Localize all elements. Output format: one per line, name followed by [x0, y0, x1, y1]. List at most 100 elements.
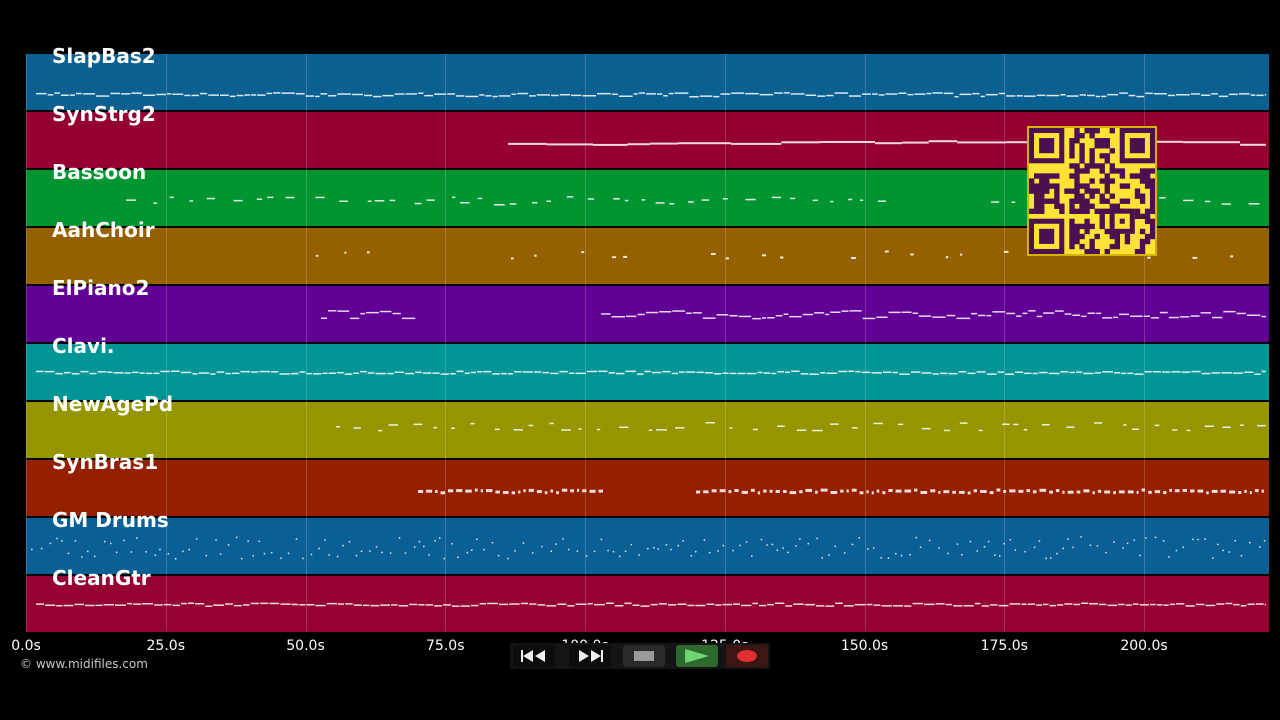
note [1057, 604, 1064, 606]
fast-forward-button[interactable] [569, 645, 611, 667]
record-button[interactable] [726, 645, 768, 667]
note [388, 424, 399, 426]
note [44, 370, 55, 373]
note [47, 94, 54, 96]
note [1201, 94, 1211, 96]
time-gridline [1144, 54, 1145, 631]
note [958, 371, 967, 373]
note [306, 604, 315, 606]
track-lane[interactable]: Clavi. [26, 334, 1269, 400]
note [1195, 603, 1205, 606]
note [498, 603, 509, 606]
note [315, 196, 325, 199]
note [633, 93, 638, 95]
note [774, 92, 783, 94]
stop-button[interactable] [623, 645, 665, 667]
note [511, 257, 514, 260]
note [576, 550, 579, 552]
note [711, 489, 717, 493]
note [708, 551, 711, 554]
note [627, 143, 650, 146]
note [771, 196, 781, 199]
track-lane[interactable]: CleanGtr [26, 566, 1269, 632]
note [875, 142, 903, 145]
note [160, 370, 170, 373]
note [370, 604, 380, 607]
play-button[interactable] [676, 645, 718, 667]
note [495, 490, 500, 494]
note [795, 545, 797, 547]
note [537, 604, 546, 606]
note [1163, 604, 1169, 606]
note [656, 429, 667, 431]
note [1118, 490, 1125, 494]
note [910, 371, 921, 373]
note [820, 372, 826, 374]
note [711, 253, 716, 255]
note [80, 370, 89, 373]
note [418, 540, 421, 543]
note [752, 317, 761, 320]
note [1094, 422, 1103, 424]
note [649, 142, 679, 145]
note [800, 373, 809, 375]
note [1154, 490, 1161, 494]
note [1263, 540, 1266, 542]
note [570, 489, 574, 493]
note [985, 93, 998, 96]
note [1105, 552, 1107, 554]
rewind-button[interactable] [513, 645, 555, 667]
note [787, 551, 789, 554]
note [898, 92, 907, 94]
note [624, 550, 627, 552]
note [315, 95, 320, 98]
note [871, 491, 874, 495]
note [529, 603, 537, 605]
note [976, 371, 986, 373]
note [860, 199, 864, 201]
note [1060, 371, 1069, 373]
note [843, 552, 846, 554]
note [299, 604, 306, 606]
note [1144, 371, 1152, 373]
note [825, 605, 835, 607]
note [31, 548, 33, 551]
note [266, 92, 273, 95]
note-track [336, 422, 1266, 432]
note [49, 542, 52, 545]
track-lane[interactable]: SynBras1 [26, 450, 1269, 516]
note [219, 553, 222, 555]
note [1156, 604, 1163, 606]
track-name: CleanGtr [52, 566, 151, 590]
note [542, 371, 550, 374]
note [172, 604, 181, 607]
note [394, 93, 405, 95]
note [1161, 371, 1171, 373]
note [1228, 551, 1230, 553]
note [67, 552, 70, 555]
note [365, 311, 379, 314]
note [1248, 203, 1260, 205]
note [704, 372, 714, 374]
note [206, 197, 215, 200]
track-lane[interactable]: ElPiano2 [26, 276, 1269, 342]
note [661, 370, 671, 373]
time-tick-label: 50.0s [286, 638, 325, 654]
note [1014, 549, 1017, 551]
time-gridline [864, 54, 866, 631]
note [771, 543, 774, 546]
note [1244, 489, 1247, 493]
note [546, 143, 593, 146]
track-lane[interactable]: SlapBas2 [26, 44, 1269, 110]
track-lane[interactable]: GM Drums [26, 508, 1269, 574]
note [549, 422, 554, 425]
note [180, 371, 192, 374]
note [802, 313, 814, 316]
track-lane[interactable]: NewAgePd [26, 392, 1269, 458]
note [1205, 604, 1216, 607]
note [381, 551, 383, 554]
qr-code[interactable] [1027, 126, 1157, 256]
note [826, 372, 838, 374]
note [883, 371, 892, 373]
note [355, 554, 358, 557]
